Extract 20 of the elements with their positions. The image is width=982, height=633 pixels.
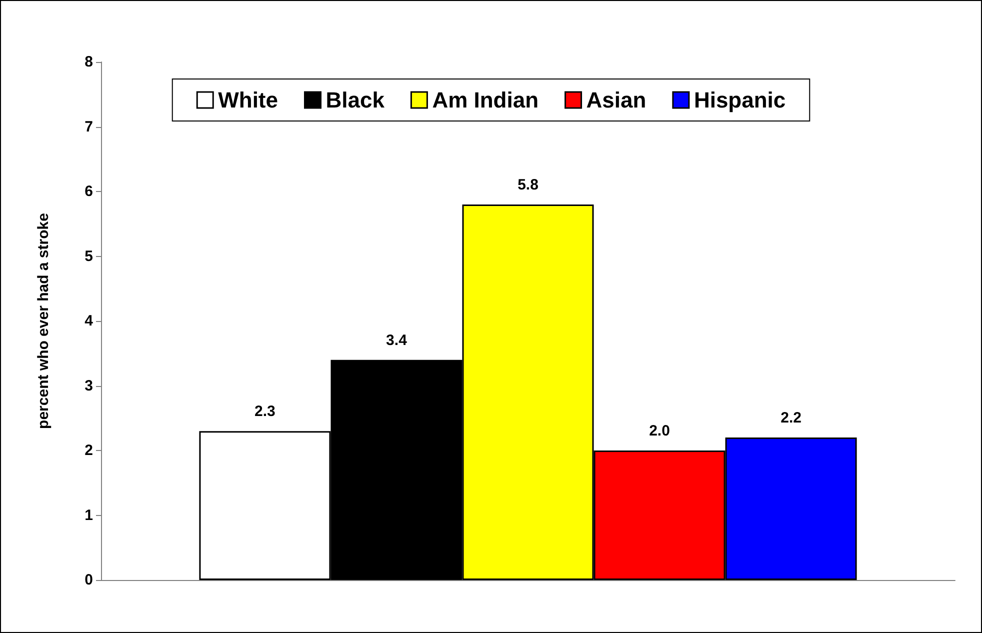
y-tick-label: 4 (84, 312, 94, 330)
y-tick-label: 2 (84, 442, 93, 459)
y-tick-label: 7 (84, 118, 93, 136)
legend-label: Am Indian (432, 88, 539, 112)
y-tick-label: 8 (84, 54, 93, 70)
y-tick-label: 0 (84, 572, 93, 588)
y-tick-label: 6 (84, 183, 93, 200)
data-label: 2.3 (254, 403, 276, 420)
y-tick-label: 3 (84, 377, 93, 394)
y-tick-label: 5 (84, 248, 93, 265)
data-label: 2.0 (649, 422, 670, 440)
legend-label: Hispanic (694, 88, 786, 112)
legend-label: Asian (586, 88, 646, 112)
data-label: 5.8 (518, 176, 538, 194)
data-label: 3.4 (386, 332, 408, 349)
y-tick-label: 1 (84, 506, 93, 524)
legend-label: White (218, 88, 278, 112)
y-axis-title: percent who ever had a stroke (35, 213, 52, 429)
legend-label: Black (326, 88, 386, 112)
data-label: 2.2 (780, 410, 802, 427)
